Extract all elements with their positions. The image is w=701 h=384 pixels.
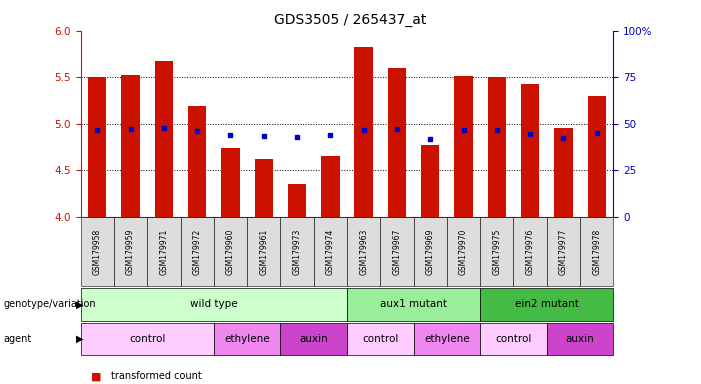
Bar <box>155 61 173 217</box>
Text: wild type: wild type <box>190 299 238 310</box>
Text: GSM179973: GSM179973 <box>292 228 301 275</box>
Text: GSM179963: GSM179963 <box>359 228 368 275</box>
Bar <box>454 76 472 217</box>
Text: ein2 mutant: ein2 mutant <box>515 299 579 310</box>
Bar <box>121 75 139 217</box>
Bar <box>288 184 306 217</box>
Text: GSM179971: GSM179971 <box>159 228 168 275</box>
Text: control: control <box>129 334 165 344</box>
Text: GSM179975: GSM179975 <box>492 228 501 275</box>
Text: genotype/variation: genotype/variation <box>4 299 96 310</box>
Text: transformed count: transformed count <box>111 371 201 381</box>
Text: ethylene: ethylene <box>424 334 470 344</box>
Text: GDS3505 / 265437_at: GDS3505 / 265437_at <box>274 13 427 27</box>
Text: GSM179970: GSM179970 <box>459 228 468 275</box>
Text: GSM179961: GSM179961 <box>259 228 268 275</box>
Text: GSM179976: GSM179976 <box>526 228 535 275</box>
Text: auxin: auxin <box>299 334 328 344</box>
Bar <box>421 145 440 217</box>
Bar <box>554 129 573 217</box>
Bar <box>321 156 339 217</box>
Bar <box>587 96 606 217</box>
Text: GSM179977: GSM179977 <box>559 228 568 275</box>
Text: GSM179974: GSM179974 <box>326 228 335 275</box>
Text: auxin: auxin <box>566 334 594 344</box>
Text: ▶: ▶ <box>76 299 83 310</box>
Text: GSM179972: GSM179972 <box>193 228 202 275</box>
Bar <box>388 68 406 217</box>
Text: aux1 mutant: aux1 mutant <box>380 299 447 310</box>
Text: control: control <box>496 334 531 344</box>
Text: control: control <box>362 334 398 344</box>
Bar <box>222 148 240 217</box>
Text: GSM179969: GSM179969 <box>426 228 435 275</box>
Text: ethylene: ethylene <box>224 334 270 344</box>
Text: GSM179958: GSM179958 <box>93 228 102 275</box>
Text: GSM179978: GSM179978 <box>592 228 601 275</box>
Bar <box>188 106 206 217</box>
Text: GSM179960: GSM179960 <box>226 228 235 275</box>
Text: GSM179967: GSM179967 <box>393 228 402 275</box>
Bar <box>88 77 107 217</box>
Text: ■: ■ <box>91 371 102 381</box>
Bar <box>521 84 539 217</box>
Bar <box>355 48 373 217</box>
Text: GSM179959: GSM179959 <box>126 228 135 275</box>
Text: ▶: ▶ <box>76 334 83 344</box>
Text: agent: agent <box>4 334 32 344</box>
Bar <box>488 77 506 217</box>
Bar <box>254 159 273 217</box>
